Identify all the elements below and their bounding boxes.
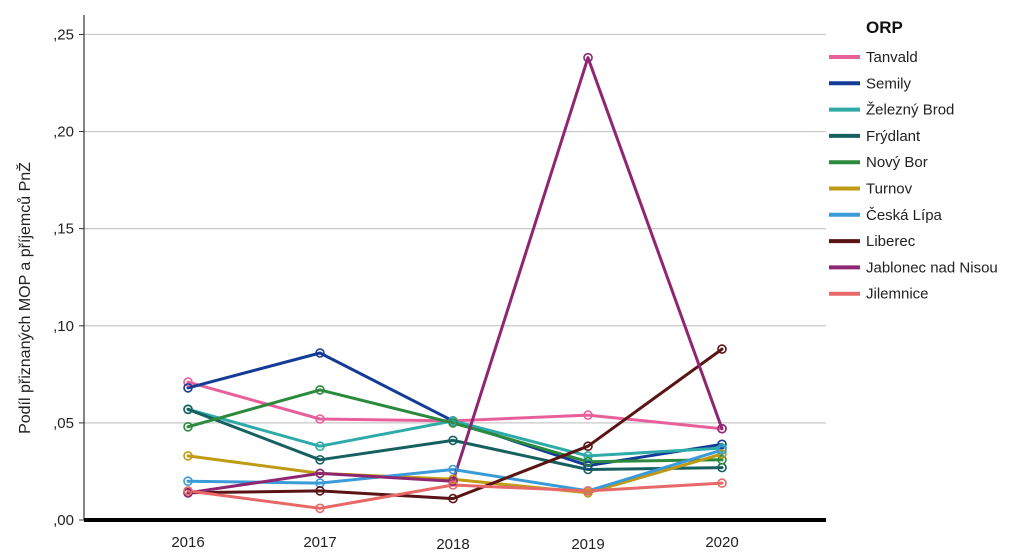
- data-point: [717, 445, 727, 455]
- data-point: [717, 344, 727, 354]
- data-point: [448, 435, 458, 446]
- legend-label: Tanvald: [866, 49, 918, 66]
- data-point: [183, 486, 193, 496]
- data-point: [717, 454, 727, 465]
- data-point: [717, 439, 727, 450]
- data-point: [315, 454, 325, 465]
- x-tick-label: 2018: [436, 536, 469, 552]
- legend-label: Semily: [866, 75, 912, 92]
- data-point: [583, 486, 593, 496]
- x-tick-label: 2019: [571, 536, 604, 552]
- data-point: [183, 451, 193, 461]
- data-point: [315, 441, 325, 452]
- series-line: [186, 347, 724, 501]
- x-axis: 2016 2017 2018 2019 2020: [84, 518, 826, 552]
- data-point: [183, 383, 193, 393]
- data-point: [448, 418, 458, 428]
- legend-title: ORP: [866, 18, 903, 37]
- y-axis-title: Podíl přiznaných MOP a příjemců PnŽ: [15, 162, 34, 434]
- data-point: [583, 441, 593, 452]
- data-point: [583, 456, 593, 467]
- data-point: [183, 377, 193, 387]
- legend: ORP Tanvald Semily Železný Brod Frýdlant Nov…: [829, 18, 998, 303]
- data-point: [315, 503, 325, 514]
- y-tick-label: ,15: [53, 221, 74, 238]
- legend-label: Železný Brod: [866, 102, 954, 119]
- data-point: [183, 421, 193, 432]
- series-line: [186, 448, 724, 493]
- legend-label: Nový Bor: [866, 154, 928, 171]
- y-tick-label: ,00: [53, 512, 74, 529]
- legend-label: Turnov: [866, 181, 913, 198]
- data-point: [183, 404, 193, 415]
- x-tick-label: 2020: [705, 534, 738, 551]
- data-point: [315, 486, 325, 496]
- data-point: [448, 493, 458, 504]
- data-point: [183, 476, 193, 487]
- series-line: [186, 56, 724, 495]
- y-tick-label: ,05: [53, 415, 74, 432]
- series-line: [186, 407, 724, 471]
- series-line: [186, 351, 724, 468]
- data-point: [717, 449, 727, 459]
- data-point: [717, 478, 727, 488]
- gridlines: [84, 33, 826, 424]
- data-point: [583, 52, 593, 63]
- data-point: [448, 480, 458, 490]
- y-tick-label: ,25: [53, 26, 74, 43]
- legend-label: Česká Lípa: [866, 207, 943, 224]
- data-point: [583, 451, 593, 461]
- data-point: [717, 423, 727, 434]
- series-lines: [183, 52, 727, 514]
- y-axis: ,00 ,05 ,10 ,15 ,20 ,25: [53, 15, 85, 529]
- y-tick-label: ,20: [53, 124, 74, 141]
- x-tick-label: 2016: [171, 534, 204, 551]
- legend-label: Liberec: [866, 233, 916, 250]
- data-point: [448, 476, 458, 487]
- data-point: [583, 460, 593, 471]
- data-point: [315, 348, 325, 358]
- data-point: [315, 468, 325, 479]
- data-point: [315, 385, 325, 395]
- x-tick-label: 2017: [303, 534, 336, 551]
- legend-label: Jilemnice: [866, 286, 929, 303]
- y-tick-label: ,10: [53, 318, 74, 335]
- data-point: [583, 410, 593, 420]
- series-line: [186, 407, 724, 458]
- legend-label: Frýdlant: [866, 128, 921, 145]
- data-point: [315, 414, 325, 424]
- series-line: [186, 388, 724, 464]
- data-point: [448, 464, 458, 475]
- legend-label: Jablonec nad Nisou: [866, 259, 998, 276]
